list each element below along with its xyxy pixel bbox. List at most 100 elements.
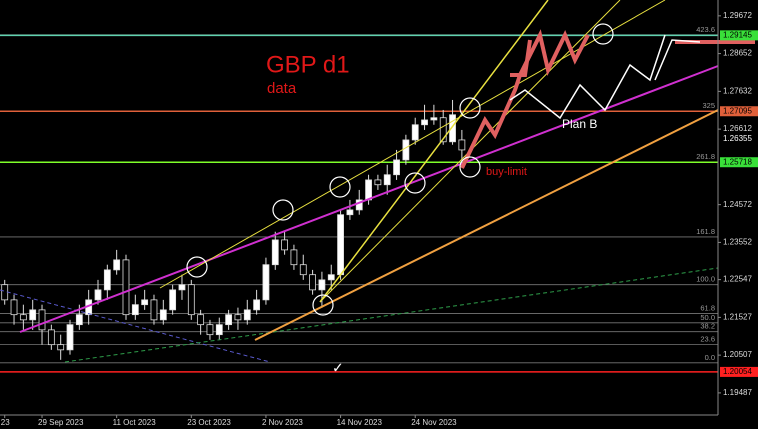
candle-body xyxy=(94,289,102,301)
candle-body xyxy=(439,117,447,143)
y-tick-label: 1.20507 xyxy=(723,350,752,359)
fib-label: 100.0 xyxy=(696,275,715,284)
candle-body xyxy=(113,259,121,271)
y-tick-label: 1.23552 xyxy=(723,238,752,247)
level-label-box xyxy=(720,30,758,41)
candle-body xyxy=(159,309,167,321)
candle-body xyxy=(318,279,326,291)
trend-line xyxy=(0,289,271,363)
fib-label: 423.6 xyxy=(696,25,715,34)
trend-line xyxy=(19,65,719,333)
annotation: ✓ xyxy=(332,360,344,376)
fib-label: 38.2 xyxy=(700,322,715,331)
candle-body xyxy=(290,249,298,266)
candle-body xyxy=(337,214,344,276)
y-tick-label: 1.26612 xyxy=(723,124,752,133)
candle-body xyxy=(234,314,242,321)
trend-line xyxy=(319,0,549,303)
candle-body xyxy=(10,299,18,316)
candle-body xyxy=(393,159,400,176)
marker-circle xyxy=(592,23,614,45)
candle-body xyxy=(402,139,410,161)
candle-body xyxy=(299,264,307,276)
level-label-box xyxy=(720,106,758,117)
plan-b-path xyxy=(509,34,666,120)
candle-body xyxy=(122,259,130,316)
candle-body xyxy=(281,239,289,251)
candle-body xyxy=(243,309,251,321)
chart-title: GBP d1 xyxy=(266,51,350,78)
candle-body xyxy=(57,344,65,351)
marker-circle xyxy=(459,97,481,119)
candle-body xyxy=(66,324,74,351)
candle-body xyxy=(271,239,279,266)
candle-body xyxy=(430,117,438,121)
y-tick-label: 1.19487 xyxy=(723,388,752,397)
chart-subtitle: data xyxy=(267,80,297,97)
y-tick-label: 1.27632 xyxy=(723,86,752,95)
candle-body xyxy=(215,324,223,336)
level-label: 1.27095 xyxy=(723,106,752,115)
y-tick-label: 1.29672 xyxy=(723,11,752,20)
x-tick-label: 29 Sep 2023 xyxy=(38,418,84,427)
level-label-box xyxy=(720,366,758,377)
fib-label: 50.0 xyxy=(700,313,715,322)
x-tick-label: 11 Oct 2023 xyxy=(113,418,157,427)
x-tick-label: 23 xyxy=(1,418,10,427)
scenario-path xyxy=(460,29,590,169)
marker-circle xyxy=(272,199,294,221)
candle-body xyxy=(141,299,149,306)
fib-label: 23.6 xyxy=(700,335,715,344)
candle-body xyxy=(197,314,205,326)
candle-body xyxy=(38,309,46,331)
level-label: 1.25718 xyxy=(723,157,752,166)
marker-circle xyxy=(404,172,426,194)
fib-label: 61.8 xyxy=(700,304,715,313)
level-label-box xyxy=(720,157,758,168)
x-tick-label: 2 Nov 2023 xyxy=(262,418,303,427)
level-label: 1.20054 xyxy=(723,367,752,376)
x-tick-label: 23 Oct 2023 xyxy=(187,418,231,427)
candle-body xyxy=(29,309,37,321)
candle-body xyxy=(253,299,261,311)
y-tick-label: 1.22547 xyxy=(723,275,752,284)
candle-body xyxy=(309,274,316,291)
candle-body xyxy=(374,179,382,186)
y-tick-label: 1.28652 xyxy=(723,49,752,58)
trend-line xyxy=(254,109,719,341)
candle-body xyxy=(206,324,214,336)
candle-body xyxy=(421,119,428,126)
trend-line xyxy=(159,0,666,289)
marker-circle xyxy=(329,176,351,198)
fib-label: 261.8 xyxy=(696,152,715,161)
annotation: Plan B xyxy=(562,117,597,131)
fib-label: 325 xyxy=(702,101,715,110)
candle-body xyxy=(47,329,55,346)
scenario-path xyxy=(510,39,532,77)
plan-b-path xyxy=(654,39,701,81)
y-tick-label: 1.21527 xyxy=(723,312,752,321)
trend-line xyxy=(64,267,719,363)
candle-body xyxy=(150,299,158,321)
marker-circle xyxy=(312,294,334,316)
candle-body xyxy=(19,314,27,321)
drawings xyxy=(0,0,755,363)
candle-body xyxy=(187,284,195,316)
level-label: 1.29145 xyxy=(723,30,752,39)
candle-body xyxy=(131,304,139,316)
marker-circle xyxy=(459,156,481,178)
candle-body xyxy=(178,284,186,291)
candle-body xyxy=(346,209,354,216)
candle-body xyxy=(75,314,83,326)
candle-body xyxy=(411,124,419,141)
candle-body xyxy=(103,269,111,291)
annotation: buy-limit xyxy=(486,166,527,178)
candle-body xyxy=(458,139,466,151)
x-tick-label: 14 Nov 2023 xyxy=(337,418,383,427)
candle-body xyxy=(225,314,233,326)
y-tick-label: 1.24572 xyxy=(723,200,752,209)
candle-body xyxy=(449,114,456,143)
candle-body xyxy=(327,274,335,281)
fib-label: 0.0 xyxy=(705,353,715,362)
